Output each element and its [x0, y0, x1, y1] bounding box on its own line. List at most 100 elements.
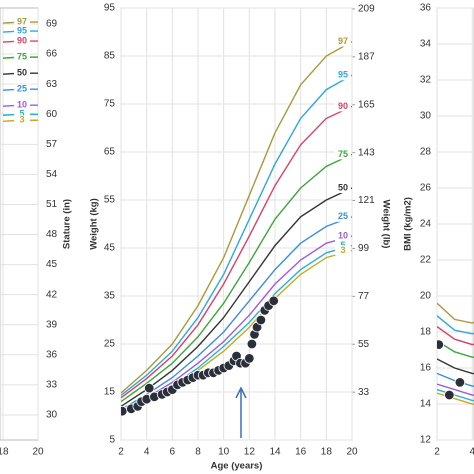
y-tick-label: 55: [104, 195, 116, 206]
y-tick-label: 16: [420, 363, 432, 374]
curve-label-bg: [335, 70, 351, 81]
y-tick-label: 36: [46, 349, 58, 360]
percentile-curve: [437, 340, 474, 358]
y-tick-label: 26: [420, 183, 432, 194]
curve-label: 95: [17, 25, 27, 35]
percentile-curve: [121, 249, 352, 416]
y-tick-label: 57: [46, 139, 58, 150]
y-tick-label: 54: [46, 169, 58, 180]
curve-label: 10: [17, 100, 27, 110]
y2-tick-label: 33: [358, 387, 370, 398]
y-tick-label: 85: [104, 51, 116, 62]
x-tick-label: 4: [469, 447, 474, 458]
curve-label: 97: [338, 36, 348, 46]
x-tick-label: 6: [170, 447, 176, 458]
curve-label-bg: [14, 100, 30, 111]
measurements: [121, 295, 279, 417]
chart-panel: 69 66 63 60 57 54 51 48 45 42 39 36 33 30 18 20 Stature …: [0, 7, 73, 458]
measurement-point: [255, 314, 267, 326]
measurement-point: [454, 377, 466, 388]
curve-label: 97: [17, 16, 27, 26]
curve-label: 10: [338, 230, 348, 240]
curves: [437, 302, 474, 405]
y-tick-label: 63: [46, 79, 58, 90]
measurement-point: [437, 339, 444, 350]
y2-tick-label: 77: [358, 291, 370, 302]
y-tick-label: 35: [104, 291, 116, 302]
y-tick-label: 65: [104, 147, 116, 158]
chart-panel: 9585756555453525155209187165143121997755…: [89, 3, 392, 472]
y-tick-label: 36: [420, 3, 432, 14]
y2-tick-label: 187: [358, 51, 375, 62]
y-tick-label: 22: [420, 255, 432, 266]
y2-axis-title: Weight (lb): [380, 200, 391, 249]
curve-label-bg: [335, 231, 351, 241]
y-tick-label: 18: [420, 327, 432, 338]
curve-label: 3: [340, 245, 345, 255]
percentile-curve: [437, 383, 474, 396]
curves: [121, 40, 352, 416]
y-tick-label: 20: [420, 291, 432, 302]
curve-label-bg: [14, 68, 30, 79]
curve-label: 75: [338, 149, 348, 159]
y-tick-label: 34: [420, 39, 432, 50]
y-axis-title: BMI (kg/m2): [403, 197, 414, 251]
x-tick-label: 14: [269, 447, 281, 458]
curve-label: 5: [19, 109, 24, 119]
curve-label: 5: [340, 240, 345, 250]
y2-tick-label: 143: [358, 147, 375, 158]
percentile-curve: [121, 153, 352, 403]
y-tick-label: 60: [46, 109, 58, 120]
curve-label-bg: [14, 17, 30, 28]
percentile-curve: [121, 235, 352, 413]
curve-label-bg: [14, 26, 30, 37]
y-axis-title: Weight (kg): [89, 198, 100, 250]
measurement-point: [144, 382, 155, 394]
y2-tick-label: 99: [358, 243, 370, 254]
y-tick-label: 32: [420, 75, 432, 86]
percentile-curve: [121, 187, 352, 407]
percentile-curve: [437, 388, 474, 402]
percentile-curve: [121, 105, 352, 399]
measurement-point: [268, 295, 279, 307]
x-tick-label: 18: [321, 447, 333, 458]
y-tick-label: 24: [420, 219, 432, 230]
percentile-curve: [121, 74, 352, 396]
x-tick-label: 16: [295, 447, 307, 458]
curve-label-bg: [14, 52, 30, 63]
y-tick-label: 48: [46, 229, 58, 240]
x-tick-label: 8: [195, 447, 201, 458]
curve-label: 50: [338, 182, 348, 192]
percentile-curve: [437, 315, 474, 335]
y-tick-label: 75: [104, 99, 116, 110]
y-tick-label: 69: [46, 19, 58, 30]
measurement-point: [444, 389, 455, 401]
percentile-curve: [121, 216, 352, 411]
curve-label: 25: [338, 211, 348, 221]
plot-area: [120, 7, 353, 441]
curve-label-bg: [335, 211, 351, 222]
percentile-curve: [121, 40, 352, 394]
y-tick-label: 25: [104, 339, 116, 350]
curve-label-bg: [335, 149, 351, 160]
y-tick-label: 95: [104, 3, 116, 14]
y-tick-label: 51: [46, 199, 58, 210]
measurement-point: [246, 338, 258, 350]
percentile-curve: [437, 358, 474, 375]
measurement-point: [121, 406, 128, 417]
y2-tick-label: 55: [358, 339, 370, 350]
x-tick-label: 20: [32, 447, 44, 458]
x-tick-label: 12: [244, 447, 256, 458]
curve-label: 95: [338, 70, 348, 80]
curve-label: 90: [17, 35, 27, 45]
curve-label-bg: [335, 245, 351, 256]
curve-label: 25: [17, 84, 27, 94]
curve-label: 75: [17, 51, 27, 61]
percentile-curve: [437, 326, 474, 346]
y-tick-label: 28: [420, 147, 432, 158]
curve-label-bg: [335, 36, 351, 47]
y-tick-label: 45: [46, 259, 58, 270]
